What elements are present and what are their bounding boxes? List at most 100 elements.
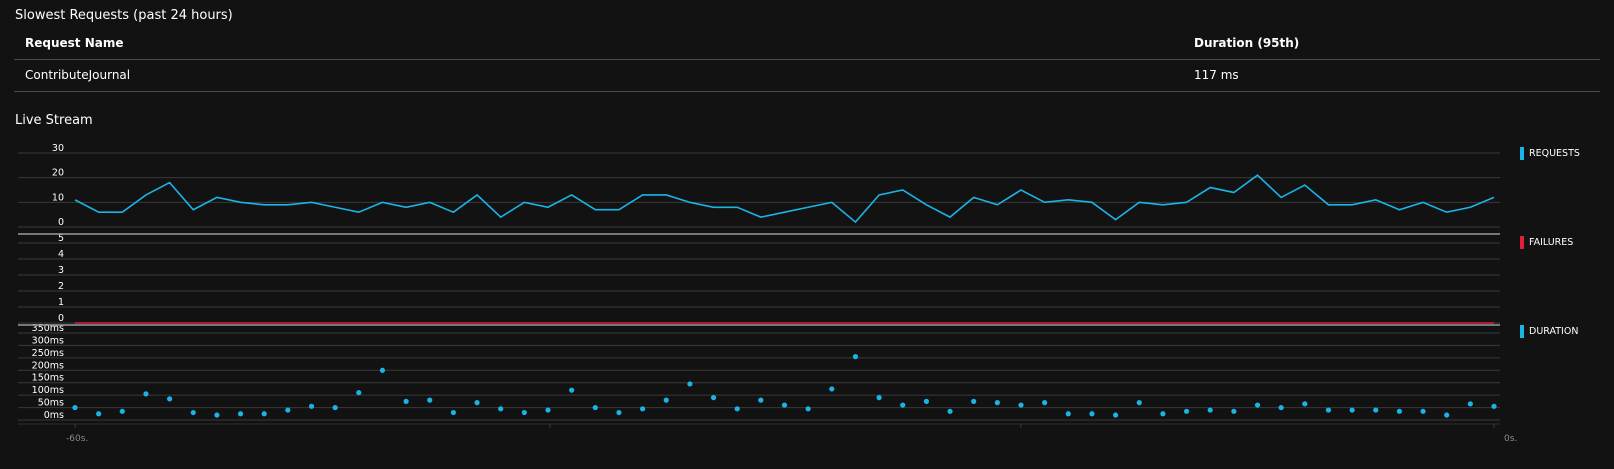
duration-data-point	[1018, 402, 1024, 408]
duration-data-point	[332, 404, 338, 411]
duration-data-point	[1065, 411, 1071, 417]
duration-data-point	[1444, 412, 1450, 418]
live-stream-title: Live Stream	[15, 113, 93, 128]
slowest-requests-table: Request Name Duration (95th) ContributeJ…	[14, 28, 1600, 92]
duration-data-point	[852, 354, 859, 360]
duration-data-point	[285, 407, 291, 413]
requests-swatch	[1520, 147, 1524, 160]
column-header-request-name[interactable]: Request Name	[25, 36, 124, 50]
duration-y-tick-label: 300ms	[32, 335, 64, 346]
duration-data-point	[1160, 411, 1166, 417]
failures-y-tick-label: 0	[58, 313, 64, 324]
duration-data-point	[734, 406, 740, 412]
duration-data-point	[143, 391, 149, 397]
failures-swatch	[1520, 236, 1524, 249]
duration-data-point	[1420, 408, 1426, 414]
duration-data-point	[1325, 407, 1332, 413]
duration-data-point	[1349, 407, 1355, 413]
requests-series-line	[74, 174, 1495, 224]
duration-data-point	[971, 398, 977, 404]
duration-data-point	[1302, 401, 1308, 407]
legend-duration-label: DURATION	[1529, 326, 1579, 337]
duration-data-point	[829, 386, 835, 392]
duration-data-point	[900, 402, 906, 408]
duration-data-point	[545, 407, 551, 413]
duration-data-point	[1373, 407, 1379, 413]
duration-data-point	[190, 409, 196, 416]
duration-data-point	[947, 408, 953, 414]
duration-data-point	[1396, 408, 1402, 414]
duration-data-point	[72, 404, 78, 411]
duration-data-point	[1089, 411, 1095, 417]
duration-data-point	[758, 397, 764, 403]
x-tick-label-start: -60s.	[66, 434, 88, 444]
duration-data-point	[1254, 402, 1261, 408]
requests-y-tick-label: 20	[52, 168, 64, 179]
duration-data-point	[1042, 400, 1048, 406]
duration-data-point	[1278, 404, 1284, 411]
table-header: Request Name Duration (95th)	[14, 28, 1600, 60]
duration-data-point	[805, 406, 811, 412]
duration-data-point	[876, 395, 882, 401]
duration-y-tick-label: 0ms	[44, 410, 64, 421]
duration-data-point	[474, 400, 480, 406]
legend-requests[interactable]: REQUESTS	[1520, 147, 1580, 160]
duration-data-point	[521, 409, 527, 416]
duration-data-point	[1491, 403, 1497, 409]
failures-panel: 0 1 2 3 4 5	[18, 233, 1500, 324]
request-name-cell[interactable]: ContributeJournal	[25, 68, 131, 82]
duration-data-point	[450, 409, 456, 416]
duration-data-point	[119, 408, 125, 414]
duration-data-point	[261, 411, 267, 417]
requests-y-tick-label: 10	[52, 192, 64, 203]
requests-panel: 0 10 20 30	[18, 143, 1500, 228]
duration-cell: 117 ms	[1194, 68, 1239, 82]
failures-y-tick-label: 5	[58, 233, 64, 244]
duration-data-point	[308, 403, 315, 409]
x-tick-label-end: 0s.	[1504, 434, 1517, 444]
requests-y-tick-label: 30	[52, 143, 64, 154]
duration-data-point	[592, 404, 598, 411]
duration-y-tick-label: 50ms	[38, 398, 64, 409]
column-header-duration[interactable]: Duration (95th)	[1194, 36, 1300, 50]
duration-data-point	[1183, 408, 1190, 414]
duration-data-point	[569, 387, 575, 393]
duration-data-point	[498, 406, 504, 412]
duration-data-point	[379, 367, 386, 373]
slowest-requests-title: Slowest Requests (past 24 hours)	[15, 8, 233, 23]
duration-y-tick-label: 200ms	[32, 360, 64, 371]
duration-data-point	[687, 381, 693, 387]
table-row[interactable]: ContributeJournal 117 ms	[14, 60, 1600, 92]
duration-y-tick-label: 150ms	[32, 373, 64, 384]
legend-failures-label: FAILURES	[1529, 237, 1574, 248]
duration-data-point	[923, 398, 930, 404]
duration-data-point	[616, 409, 622, 416]
duration-data-point	[710, 395, 717, 401]
duration-swatch	[1520, 325, 1524, 338]
duration-data-point	[427, 397, 433, 403]
duration-data-point	[237, 411, 244, 417]
legend-duration[interactable]: DURATION	[1520, 325, 1578, 338]
duration-data-point	[356, 390, 362, 396]
duration-data-point	[994, 400, 1000, 406]
duration-data-point	[403, 398, 409, 404]
duration-y-tick-label: 100ms	[32, 385, 64, 396]
duration-y-tick-label: 250ms	[32, 348, 64, 359]
duration-data-point	[781, 402, 788, 408]
failures-y-tick-label: 4	[58, 249, 64, 260]
duration-data-point	[1136, 400, 1142, 406]
failures-y-tick-label: 3	[58, 265, 64, 276]
duration-data-point	[96, 411, 102, 417]
duration-data-point	[640, 406, 646, 412]
duration-y-tick-label: 350ms	[32, 323, 64, 334]
duration-data-point	[1467, 401, 1473, 407]
failures-y-tick-label: 1	[58, 297, 64, 308]
requests-y-tick-label: 0	[58, 217, 64, 228]
duration-data-point	[1231, 408, 1237, 414]
duration-data-point	[214, 412, 220, 418]
duration-data-point	[1207, 407, 1213, 413]
duration-data-point	[663, 397, 669, 403]
legend-failures[interactable]: FAILURES	[1520, 236, 1573, 249]
